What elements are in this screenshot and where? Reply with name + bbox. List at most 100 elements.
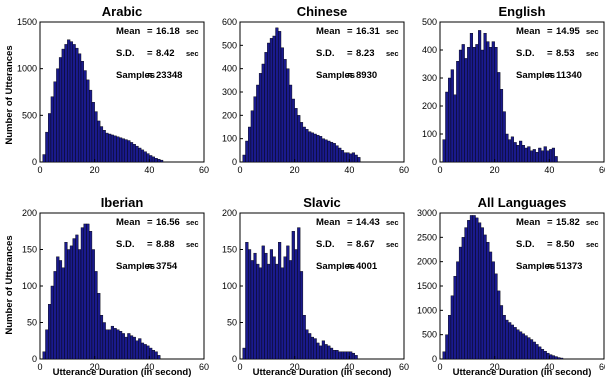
histogram-bar [316,134,320,163]
histogram-bar [532,341,536,360]
x-tick-label: 60 [199,362,209,372]
histogram-bar [354,355,358,360]
histogram-bar [302,126,306,163]
stat-label: S.D. [516,48,534,59]
y-tick-label: 0 [432,354,437,364]
histogram-bar [302,315,306,360]
histogram-bar [294,249,298,360]
stat-unit: sec [386,49,399,58]
histogram-bar [72,44,76,163]
histogram-bar [53,271,57,360]
histogram-bar [135,145,139,163]
histogram-bar [540,150,545,163]
histogram-bar [113,135,117,163]
stat-value: 8930 [356,70,377,81]
histogram-bar [253,96,257,163]
histogram-bar [554,356,558,360]
histogram-bar [132,144,136,163]
histogram-bar [119,331,123,360]
histogram-bar [154,351,158,360]
histogram-bar [338,147,342,163]
histogram-bar [343,152,347,163]
histogram-bar [278,31,282,163]
histogram-bar [560,357,564,360]
histogram-bar [464,227,468,360]
histogram-bar [456,261,460,360]
histogram-bar [505,133,509,163]
stat-equals: = [347,70,353,81]
histogram-bar [458,246,463,360]
histogram-bar [247,126,252,163]
panel-title: Arabic [102,4,142,19]
histogram-bar [275,27,279,163]
histogram-bar [527,337,531,360]
histogram-bar [313,338,317,360]
stat-label: Samples [316,70,355,81]
stat-unit: sec [586,49,599,58]
x-tick-label: 20 [290,165,300,175]
histogram-bar [497,290,501,360]
histogram-bar [275,263,279,360]
histogram-bar [151,350,155,360]
histogram-bar [475,217,479,360]
histogram-bar [72,238,76,360]
histogram-bar [272,35,276,163]
histogram-bar [86,223,90,360]
histogram-bar [519,140,523,163]
y-tick-label: 200 [222,110,237,120]
x-tick-label: 0 [237,362,242,372]
histogram-bar [461,237,465,360]
histogram-bar [299,271,304,360]
stat-equals: = [147,217,153,228]
histogram-bar [308,333,312,360]
stat-equals: = [547,26,553,37]
y-tick-label: 0 [232,354,237,364]
stat-unit: sec [186,218,199,227]
histogram-bar [42,154,46,163]
stat-equals: = [347,217,353,228]
histogram-bar [58,57,63,163]
x-tick-label: 60 [399,362,409,372]
histogram-bar [551,147,555,163]
histogram-bar [113,328,117,360]
stat-label: Mean [316,217,340,228]
histogram-bar [305,129,309,163]
histogram-bar [535,151,539,163]
x-tick-label: 40 [344,165,354,175]
stat-value: 16.56 [156,217,180,228]
histogram-bar [56,256,60,360]
x-tick-label: 40 [144,362,154,372]
x-tick-label: 0 [437,165,442,175]
histogram-bar [543,351,547,360]
histogram-bar [475,44,479,163]
stat-value: 14.43 [356,217,380,228]
stat-value: 14.95 [556,26,580,37]
histogram-bar [56,68,60,163]
histogram-bar [267,263,271,360]
stat-unit: sec [186,240,199,249]
histogram-bar [530,150,534,163]
stat-unit: sec [386,240,399,249]
histogram-bar [351,152,356,163]
stat-unit: sec [386,218,399,227]
y-tick-label: 0 [32,354,37,364]
histogram-bar [305,329,309,360]
histogram-bar [524,335,528,360]
histogram-bar [535,344,539,360]
histogram-bar [530,339,534,360]
histogram-bar [450,295,454,360]
stat-equals: = [147,48,153,59]
histogram-bar [321,340,325,360]
histogram-bar [160,159,164,163]
histogram-bar [110,325,114,360]
histogram-bar [99,126,104,163]
histogram-bar [289,260,293,360]
histogram-bar [283,256,287,360]
stat-unit: sec [586,218,599,227]
histogram-bar [48,113,52,163]
histogram-bar [289,84,293,163]
histogram-bar [472,215,476,360]
histogram-bar [335,145,339,163]
